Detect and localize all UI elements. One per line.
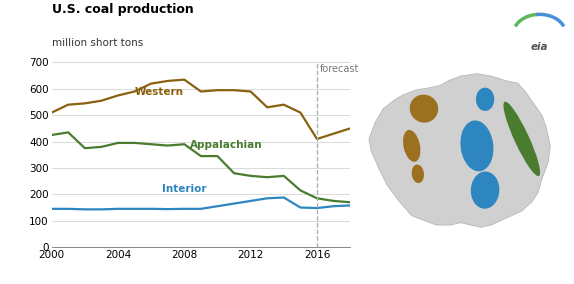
Text: Interior: Interior xyxy=(162,183,207,193)
Text: Appalachian: Appalachian xyxy=(189,140,262,150)
Text: eia: eia xyxy=(531,42,548,52)
Ellipse shape xyxy=(503,102,540,176)
Text: Western: Western xyxy=(135,87,184,97)
Ellipse shape xyxy=(476,88,494,111)
Ellipse shape xyxy=(471,172,499,209)
Text: million short tons: million short tons xyxy=(52,38,143,48)
Ellipse shape xyxy=(412,164,424,183)
Text: U.S. coal production: U.S. coal production xyxy=(52,3,193,16)
Polygon shape xyxy=(369,74,550,227)
Text: forecast: forecast xyxy=(320,64,359,74)
Ellipse shape xyxy=(460,120,494,171)
Ellipse shape xyxy=(403,130,420,162)
Ellipse shape xyxy=(410,95,438,123)
